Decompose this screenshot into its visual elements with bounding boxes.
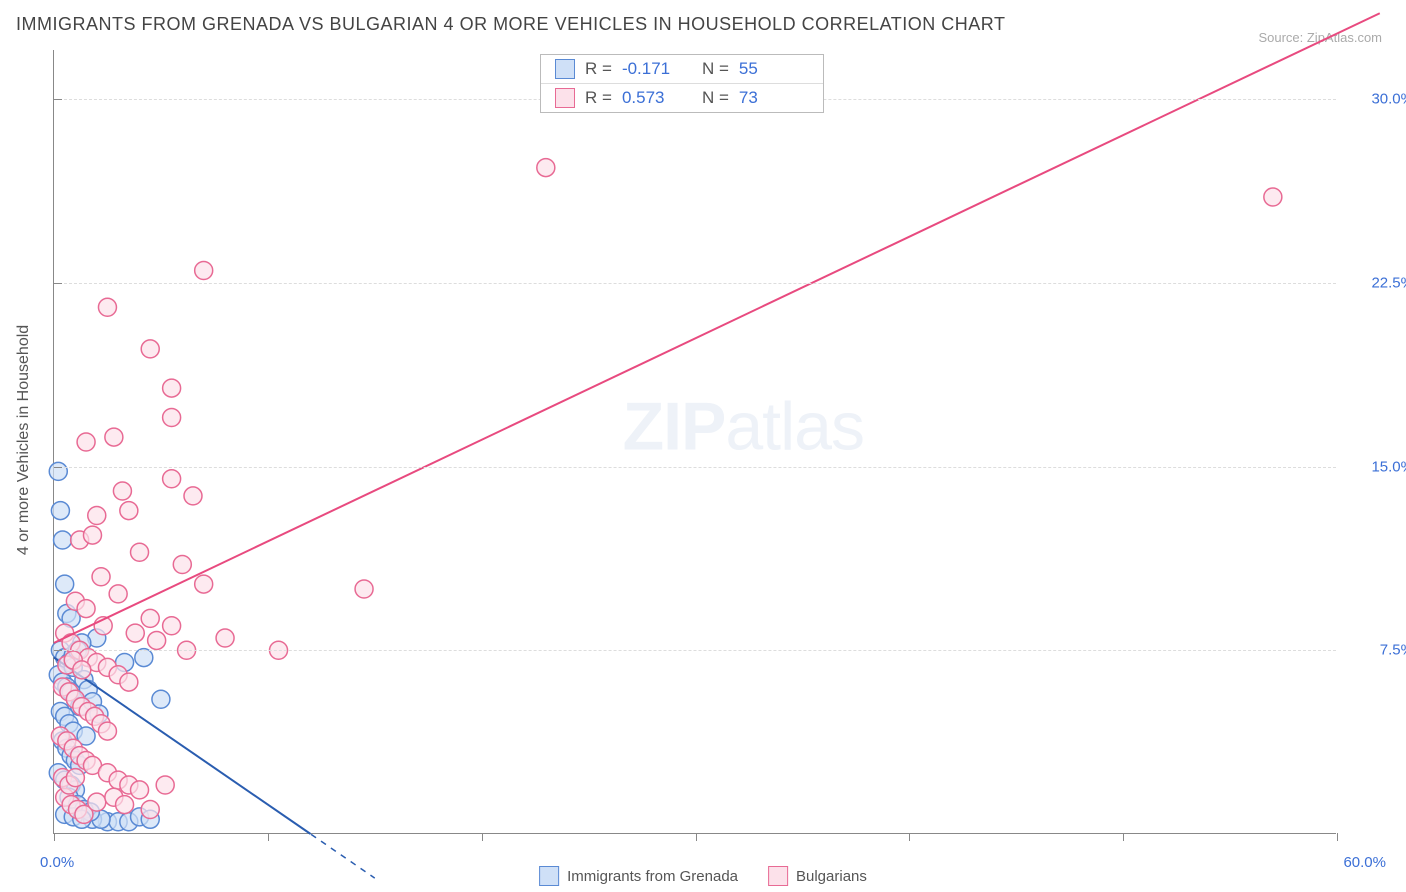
y-tick-label: 22.5% xyxy=(1371,274,1406,291)
y-tick-label: 7.5% xyxy=(1380,642,1406,659)
n-label: N = xyxy=(702,59,729,79)
legend-swatch xyxy=(539,866,559,886)
x-tick xyxy=(482,833,483,841)
r-label: R = xyxy=(585,59,612,79)
y-tick-label: 30.0% xyxy=(1371,91,1406,108)
chart-title: IMMIGRANTS FROM GRENADA VS BULGARIAN 4 O… xyxy=(16,14,1005,35)
x-tick xyxy=(1123,833,1124,841)
scatter-point xyxy=(54,531,72,549)
r-value: 0.573 xyxy=(622,88,692,108)
scatter-point xyxy=(73,661,91,679)
scatter-point xyxy=(77,600,95,618)
scatter-point xyxy=(152,690,170,708)
scatter-point xyxy=(88,793,106,811)
scatter-point xyxy=(120,673,138,691)
scatter-point xyxy=(92,568,110,586)
y-axis-title: 4 or more Vehicles in Household xyxy=(15,325,33,555)
legend: Immigrants from Grenada Bulgarians xyxy=(539,866,867,886)
scatter-point xyxy=(116,796,134,814)
series-swatch xyxy=(555,88,575,108)
scatter-point xyxy=(163,470,181,488)
x-tick xyxy=(54,833,55,841)
scatter-point xyxy=(113,482,131,500)
legend-swatch xyxy=(768,866,788,886)
scatter-point xyxy=(105,428,123,446)
scatter-point xyxy=(163,617,181,635)
scatter-point xyxy=(156,776,174,794)
legend-item: Immigrants from Grenada xyxy=(539,866,738,886)
scatter-point xyxy=(131,543,149,561)
gridline-h xyxy=(54,467,1336,468)
scatter-point xyxy=(88,507,106,525)
scatter-point xyxy=(126,624,144,642)
scatter-point xyxy=(163,379,181,397)
scatter-point xyxy=(537,159,555,177)
scatter-point xyxy=(49,462,67,480)
scatter-point xyxy=(195,575,213,593)
y-tick xyxy=(54,467,62,468)
scatter-point xyxy=(98,298,116,316)
scatter-point xyxy=(141,801,159,819)
scatter-point xyxy=(66,769,84,787)
scatter-point xyxy=(173,556,191,574)
scatter-point xyxy=(148,631,166,649)
r-value: -0.171 xyxy=(622,59,692,79)
scatter-point xyxy=(195,262,213,280)
legend-label: Bulgarians xyxy=(796,868,867,885)
scatter-svg xyxy=(54,50,1336,833)
r-label: R = xyxy=(585,88,612,108)
legend-item: Bulgarians xyxy=(768,866,867,886)
series-swatch xyxy=(555,59,575,79)
scatter-point xyxy=(83,526,101,544)
scatter-point xyxy=(131,781,149,799)
correlation-stats-box: R = -0.171 N = 55 R = 0.573 N = 73 xyxy=(540,54,824,113)
source-label: Source: ZipAtlas.com xyxy=(1258,30,1382,45)
n-label: N = xyxy=(702,88,729,108)
scatter-point xyxy=(135,649,153,667)
scatter-point xyxy=(1264,188,1282,206)
gridline-h xyxy=(54,650,1336,651)
stats-row: R = -0.171 N = 55 xyxy=(541,55,823,83)
scatter-point xyxy=(56,575,74,593)
chart-plot-area: ZIPatlas 7.5%15.0%22.5%30.0% xyxy=(53,50,1336,834)
scatter-point xyxy=(141,609,159,627)
y-tick-label: 15.0% xyxy=(1371,458,1406,475)
x-tick xyxy=(696,833,697,841)
scatter-point xyxy=(355,580,373,598)
scatter-point xyxy=(77,433,95,451)
scatter-point xyxy=(98,722,116,740)
y-tick xyxy=(54,99,62,100)
x-tick xyxy=(909,833,910,841)
n-value: 55 xyxy=(739,59,809,79)
y-tick xyxy=(54,283,62,284)
legend-label: Immigrants from Grenada xyxy=(567,868,738,885)
n-value: 73 xyxy=(739,88,809,108)
scatter-point xyxy=(51,502,69,520)
y-tick xyxy=(54,650,62,651)
x-axis-max-label: 60.0% xyxy=(1343,854,1386,871)
gridline-h xyxy=(54,283,1336,284)
x-tick xyxy=(268,833,269,841)
x-tick xyxy=(1337,833,1338,841)
scatter-point xyxy=(216,629,234,647)
x-axis-min-label: 0.0% xyxy=(40,854,74,871)
stats-row: R = 0.573 N = 73 xyxy=(541,83,823,112)
scatter-point xyxy=(184,487,202,505)
scatter-point xyxy=(109,585,127,603)
scatter-point xyxy=(163,409,181,427)
scatter-point xyxy=(120,502,138,520)
scatter-point xyxy=(141,340,159,358)
